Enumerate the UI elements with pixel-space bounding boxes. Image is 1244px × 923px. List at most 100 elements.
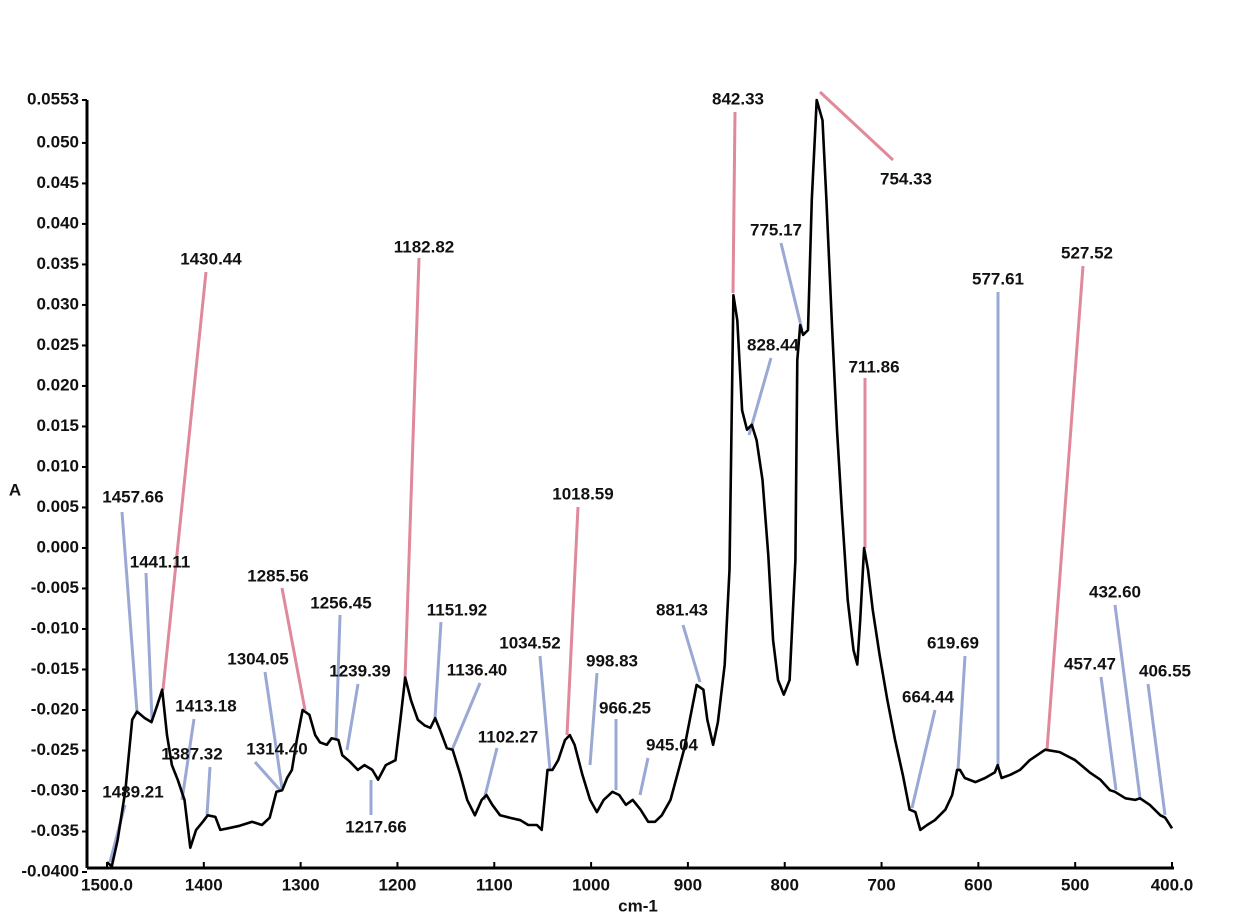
y-tick-label: 0.020: [36, 375, 79, 394]
leader-line: [482, 747, 499, 801]
peak-label: 1304.05: [227, 649, 288, 668]
y-tick-label: -0.025: [31, 740, 79, 759]
y-tick-label: -0.0400: [21, 861, 79, 880]
y-tick-label: -0.030: [31, 780, 79, 799]
y-tick-label: -0.015: [31, 659, 79, 678]
y-axis-label: A: [9, 480, 21, 499]
leader-line: [681, 624, 702, 683]
leader-line: [120, 511, 139, 713]
peak-label: 711.86: [848, 357, 899, 376]
peak-label: 406.55: [1139, 661, 1191, 680]
leader-line: [161, 271, 208, 691]
x-tick-label: 800: [771, 875, 799, 894]
y-tick-label: 0.045: [36, 173, 79, 192]
y-tick-label: 0.0553: [27, 89, 79, 108]
leader-line: [538, 655, 552, 771]
leader-line: [1113, 604, 1142, 799]
peak-label: 577.61: [972, 269, 1024, 288]
peak-label: 842.33: [712, 89, 764, 108]
y-tick-label: -0.005: [31, 578, 79, 597]
peak-label: 1387.32: [161, 744, 222, 763]
x-tick-label: 1400: [185, 875, 223, 894]
peak-label: 1457.66: [102, 487, 163, 506]
leader-line: [450, 682, 482, 751]
x-axis-label: cm-1: [618, 896, 658, 915]
peak-label: 1489.21: [102, 782, 163, 801]
leader-line: [144, 572, 154, 721]
x-tick-label: 600: [964, 875, 992, 894]
leader-line: [1099, 676, 1118, 791]
leader-line: [956, 655, 967, 771]
leader-line: [638, 757, 650, 796]
y-tick-label: 0.015: [36, 416, 79, 435]
y-tick-label: -0.020: [31, 699, 79, 718]
leader-line: [253, 761, 282, 791]
leader-line: [280, 587, 307, 711]
x-tick-label: 500: [1061, 875, 1089, 894]
peak-label: 998.83: [586, 651, 638, 670]
peak-label: 828.44: [747, 335, 800, 354]
peak-label: 1285.56: [247, 566, 308, 585]
y-tick-label: 0.030: [36, 294, 79, 313]
peak-label: 1430.44: [180, 249, 242, 268]
leader-line: [818, 90, 895, 162]
peak-label: 1413.18: [175, 696, 236, 715]
peak-label: 1441.11: [130, 552, 191, 571]
x-tick-label: 400.0: [1151, 875, 1194, 894]
peak-label: 1256.45: [310, 593, 371, 612]
spectrum-line: [106, 98, 1174, 868]
peak-label: 1239.39: [329, 661, 390, 680]
peak-label: 527.52: [1061, 243, 1113, 262]
peak-label: 1136.40: [447, 660, 508, 679]
x-tick-label: 1500.0: [81, 875, 133, 894]
y-tick-label: 0.035: [36, 254, 79, 273]
x-tick-label: 900: [674, 875, 702, 894]
leader-line: [1146, 683, 1167, 816]
leader-line: [565, 506, 580, 736]
leader-line: [731, 111, 737, 294]
x-tick-label: 1100: [476, 875, 513, 894]
peak-label: 1314.40: [246, 739, 307, 758]
peak-label: 945.04: [646, 735, 699, 754]
leader-line: [180, 718, 196, 801]
peak-label: 457.47: [1064, 654, 1116, 673]
peak-label: 881.43: [656, 600, 708, 619]
x-tick-label: 700: [867, 875, 895, 894]
peak-label: 1151.92: [427, 600, 488, 619]
leader-line: [345, 683, 360, 751]
y-tick-label: 0.005: [36, 497, 79, 516]
x-tick-label: 1200: [379, 875, 417, 894]
leader-line: [403, 257, 421, 681]
peak-label: 966.25: [599, 698, 651, 717]
leader-line: [205, 766, 212, 816]
peak-label: 775.17: [750, 220, 802, 239]
y-tick-label: -0.035: [31, 821, 79, 840]
y-tick-label: -0.010: [31, 618, 79, 637]
leader-line: [433, 621, 443, 719]
y-tick-label: 0.000: [36, 537, 79, 556]
peak-label: 1182.82: [394, 237, 455, 256]
leader-line: [910, 709, 937, 809]
peak-label: 1018.59: [552, 484, 613, 503]
y-tick-label: 0.025: [36, 335, 79, 354]
peak-label: 664.44: [902, 687, 955, 706]
peak-label: 1102.27: [478, 727, 539, 746]
peak-label: 619.69: [927, 633, 979, 652]
leader-line: [263, 671, 284, 789]
leader-line: [779, 242, 804, 331]
leader-line: [1045, 265, 1085, 751]
peak-label: 432.60: [1089, 582, 1141, 601]
y-tick-label: 0.010: [36, 456, 79, 475]
peak-label: 1034.52: [499, 633, 560, 652]
y-tick-label: 0.050: [36, 132, 79, 151]
leader-line: [588, 672, 599, 766]
leader-line: [334, 614, 342, 741]
leader-line: [747, 357, 773, 436]
x-tick-label: 1300: [282, 875, 320, 894]
x-tick-label: 1000: [572, 875, 610, 894]
peak-label: 754.33: [880, 169, 932, 188]
peak-label: 1217.66: [345, 817, 406, 836]
y-tick-label: 0.040: [36, 213, 79, 232]
